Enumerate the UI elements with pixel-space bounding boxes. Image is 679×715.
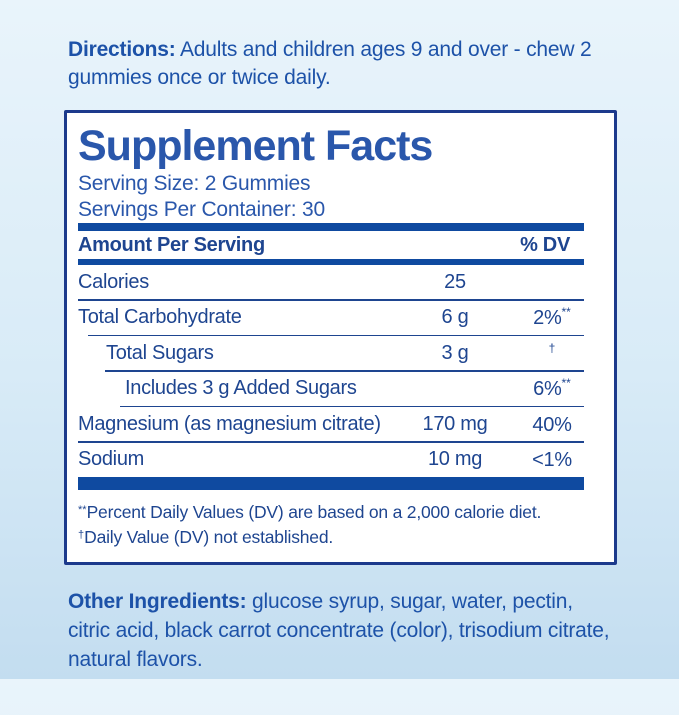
nutrient-amount: 10 mg xyxy=(427,448,483,470)
directions-text: Directions: Adults and children ages 9 a… xyxy=(68,36,609,92)
nutrient-dv: 40% xyxy=(532,413,572,436)
nutrient-name: Total Carbohydrate xyxy=(78,306,242,328)
footnote-dv: **Percent Daily Values (DV) are based on… xyxy=(78,501,542,522)
table-row-added-sugars: Includes 3 g Added Sugars 6%** xyxy=(78,372,584,406)
table-row-magnesium: Magnesium (as magnesium citrate) 170 mg … xyxy=(78,407,584,441)
nutrient-name: Total Sugars xyxy=(106,341,214,364)
row-divider xyxy=(88,334,584,336)
directions-label: Directions: xyxy=(68,38,176,61)
nutrient-amount: 3 g xyxy=(441,341,469,364)
nutrient-amount: 170 mg xyxy=(422,412,488,435)
other-ingredients-body: glucose syrup, sugar, water, pectin, cit… xyxy=(68,590,610,671)
nutrient-amount: 6 g xyxy=(441,306,469,328)
supplement-facts-panel: Supplement Facts Serving Size: 2 Gummies… xyxy=(64,110,617,565)
row-divider xyxy=(120,405,584,407)
footnotes: **Percent Daily Values (DV) are based on… xyxy=(78,490,584,549)
row-divider xyxy=(78,441,584,443)
nutrient-name: Sodium xyxy=(78,448,145,470)
percent-dv-header: % DV xyxy=(520,233,570,256)
nutrient-dv: 2%** xyxy=(533,305,571,329)
serving-size: Serving Size: 2 Gummies xyxy=(78,172,311,195)
other-ingredients-label: Other Ingredients: xyxy=(68,590,247,613)
nutrient-amount: 25 xyxy=(444,270,466,293)
other-ingredients-text: Other Ingredients: glucose syrup, sugar,… xyxy=(68,587,619,674)
directions-body: Adults and children ages 9 and over - ch… xyxy=(68,38,592,89)
footnote-dagger: †Daily Value (DV) not established. xyxy=(78,526,334,547)
supplement-facts-title: Supplement Facts xyxy=(78,122,433,170)
nutrient-dv: 6%** xyxy=(533,376,571,400)
table-row-calories: Calories 25 xyxy=(78,265,584,299)
table-row-sodium: Sodium 10 mg <1% xyxy=(78,443,584,477)
table-header-row: Amount Per Serving % DV xyxy=(78,231,584,259)
nutrient-name: Calories xyxy=(78,270,149,293)
table-row-total-carbohydrate: Total Carbohydrate 6 g 2%** xyxy=(78,301,584,335)
nutrient-name: Magnesium (as magnesium citrate) xyxy=(78,412,381,435)
table-top-bar xyxy=(78,223,584,231)
amount-per-serving-header: Amount Per Serving xyxy=(78,233,265,256)
nutrient-name: Includes 3 g Added Sugars xyxy=(125,377,357,399)
row-divider xyxy=(105,370,584,372)
table-bottom-bar xyxy=(78,476,584,490)
table-row-total-sugars: Total Sugars 3 g † xyxy=(78,336,584,370)
nutrient-dv: <1% xyxy=(532,449,572,471)
nutrient-dv: † xyxy=(548,340,556,355)
servings-per-container: Servings Per Container: 30 xyxy=(78,198,325,221)
header-separator-bar xyxy=(78,259,584,265)
row-divider xyxy=(78,299,584,301)
